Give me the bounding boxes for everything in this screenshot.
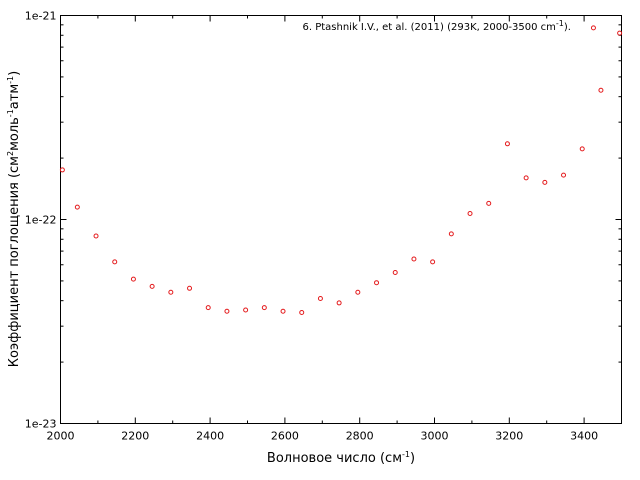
- data-point: [430, 259, 436, 265]
- data-point: [590, 25, 596, 31]
- y-tick-label: 1e-23: [25, 418, 57, 431]
- data-point: [561, 172, 567, 178]
- data-point: [205, 305, 211, 311]
- data-point: [261, 305, 267, 311]
- data-point: [243, 307, 249, 313]
- x-tick-label: 3000: [421, 430, 449, 443]
- y-axis-ticks: 1e-23 1e-22 1e-21: [25, 10, 622, 431]
- x-axis-ticks: 2000 2200 2400 2600 2800 3000 3200 3400: [47, 15, 598, 443]
- legend-label: 6. Ptashnik I.V., et al. (2011) (293K, 2…: [302, 19, 571, 33]
- data-point: [467, 211, 473, 217]
- data-point: [504, 141, 510, 147]
- plot-frame: [60, 15, 622, 424]
- y-tick-label: 1e-22: [25, 214, 57, 227]
- data-point: [523, 175, 529, 181]
- data-point: [579, 146, 585, 152]
- data-point: [93, 233, 99, 239]
- x-tick-label: 2600: [271, 430, 299, 443]
- data-point: [280, 308, 286, 314]
- data-point: [374, 280, 380, 286]
- x-tick-label: 3200: [495, 430, 523, 443]
- x-tick-label: 2200: [121, 430, 149, 443]
- data-point: [392, 269, 398, 275]
- data-point: [149, 283, 155, 289]
- data-point: [336, 300, 342, 306]
- data-point: [130, 276, 136, 282]
- x-tick-label: 2000: [47, 430, 75, 443]
- y-axis-label: Коэффициент поглощения (см2моль-1атм-1): [6, 71, 22, 367]
- data-points: [59, 25, 623, 316]
- data-point: [187, 285, 193, 291]
- data-point: [112, 259, 118, 265]
- x-tick-label: 2400: [196, 430, 224, 443]
- data-point: [74, 204, 80, 210]
- data-point: [617, 30, 623, 36]
- data-point: [299, 310, 305, 316]
- data-point: [411, 256, 417, 262]
- data-point: [355, 289, 361, 295]
- data-point: [486, 200, 492, 206]
- x-tick-label: 2800: [346, 430, 374, 443]
- data-point: [224, 308, 230, 314]
- y-tick-label: 1e-21: [25, 10, 57, 23]
- x-tick-label: 3400: [570, 430, 598, 443]
- data-point: [598, 87, 604, 93]
- data-point: [317, 295, 323, 301]
- data-point: [448, 231, 454, 237]
- data-point: [59, 167, 65, 173]
- data-point: [168, 289, 174, 295]
- x-axis-label: Волновое число (см-1): [267, 450, 415, 466]
- data-point: [542, 179, 548, 185]
